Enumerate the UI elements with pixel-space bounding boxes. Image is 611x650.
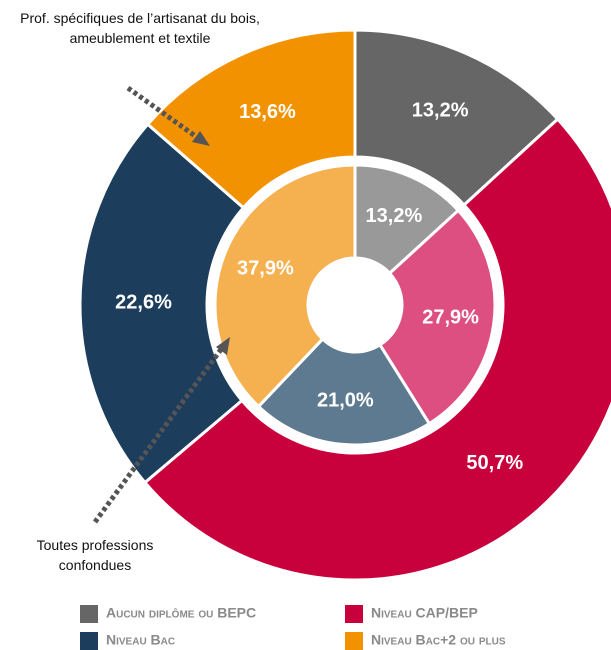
value-label: 50,7% xyxy=(466,452,523,474)
value-label: 13,2% xyxy=(366,205,423,227)
donut-segment xyxy=(353,163,461,276)
outer-ring-note: Prof. spécifiques de l’artisanat du bois… xyxy=(20,10,260,46)
legend: Aucun diplôme ou BEPC Niveau CAP/BEP Nivea… xyxy=(80,605,506,650)
legend-swatch xyxy=(345,632,363,650)
rings: 13,2% 50,7% 22,6% 13,6% 13,2% 27,9% 21,0% 37,9% xyxy=(78,28,611,582)
donut-segment xyxy=(213,163,357,409)
donut-segment xyxy=(377,208,497,426)
legend-label: Niveau CAP/BEP xyxy=(371,605,478,621)
value-label: 37,9% xyxy=(237,257,294,279)
legend-swatch xyxy=(80,632,98,650)
value-label: 13,2% xyxy=(412,100,469,122)
value-label: 21,0% xyxy=(317,389,374,411)
legend-label: Aucun diplôme ou BEPC xyxy=(106,605,256,621)
arrow-line xyxy=(126,85,200,141)
arrow-head xyxy=(192,131,210,146)
donut-segment xyxy=(145,28,357,210)
value-label: 13,6% xyxy=(239,101,296,123)
donut-segment xyxy=(256,336,432,447)
legend-swatch xyxy=(80,605,98,623)
donut-segment xyxy=(78,122,246,485)
donut-segment xyxy=(142,116,611,582)
legend-label: Niveau Bac+2 ou plus xyxy=(371,632,506,648)
legend-label: Niveau Bac xyxy=(106,632,175,648)
value-label: 27,9% xyxy=(422,306,479,328)
value-label: 22,6% xyxy=(115,292,172,314)
arrow-line xyxy=(92,346,225,524)
legend-swatch xyxy=(345,605,363,623)
arrows xyxy=(92,85,225,524)
inner-ring-note: Toutes professions confondues xyxy=(36,537,154,573)
arrow-head xyxy=(216,337,230,355)
